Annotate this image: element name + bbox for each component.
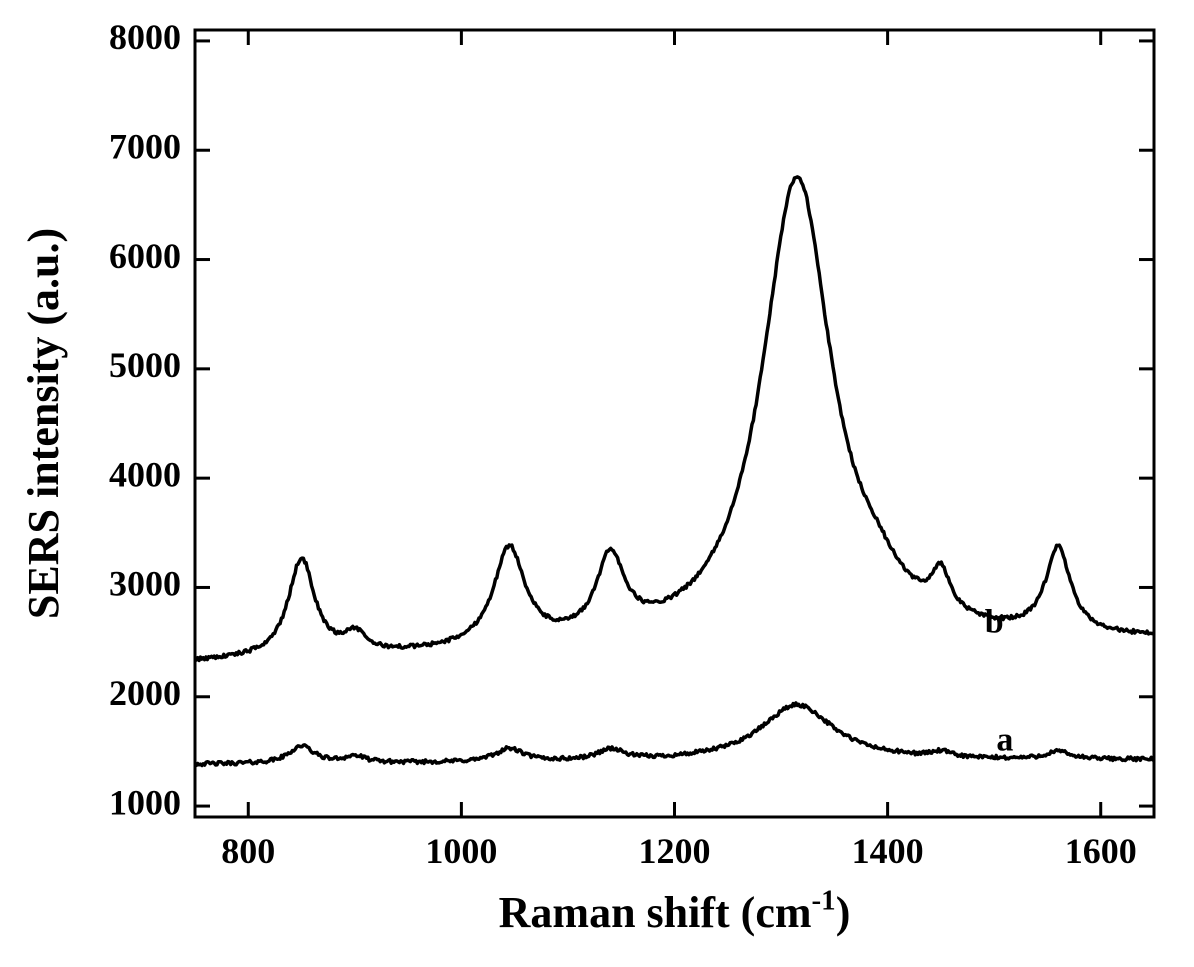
y-tick-label: 6000 (109, 236, 181, 276)
y-tick-label: 3000 (109, 564, 181, 604)
chart-container: 800 1000 1200 1400 1600 1000 2000 3000 4000 5000 6… (0, 0, 1194, 967)
plot-frame (195, 30, 1154, 817)
sers-spectrum-chart: 800 1000 1200 1400 1600 1000 2000 3000 4000 5000 6… (0, 0, 1194, 967)
x-tick-label: 1000 (425, 831, 497, 871)
y-axis-label: SERS intensity (a.u.) (19, 228, 68, 619)
x-tick-label: 1200 (639, 831, 711, 871)
series-label-a: a (996, 721, 1013, 758)
y-tick-label: 2000 (109, 673, 181, 713)
x-tick-label: 800 (221, 831, 275, 871)
x-axis-label: Raman shift (cm-1) (499, 884, 851, 937)
x-tick-label: 1600 (1065, 831, 1137, 871)
y-tick-label: 5000 (109, 345, 181, 385)
x-tick-label: 1400 (852, 831, 924, 871)
series-label-b: b (985, 603, 1004, 640)
y-tick-label: 4000 (109, 454, 181, 494)
y-tick-label: 1000 (109, 782, 181, 822)
y-tick-label: 7000 (109, 127, 181, 167)
y-tick-label: 8000 (109, 17, 181, 57)
